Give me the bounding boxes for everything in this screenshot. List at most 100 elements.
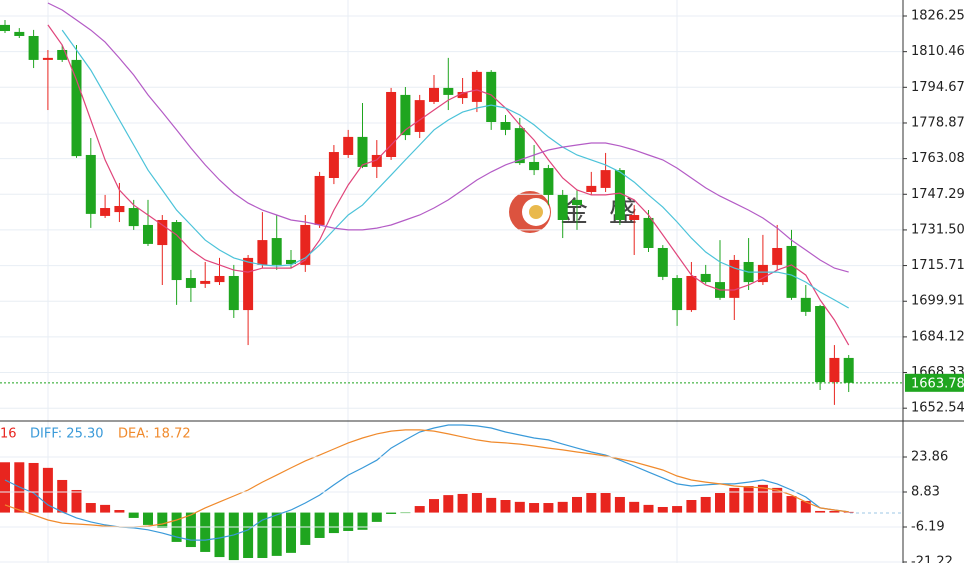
macd-bar [700,496,711,513]
candle-body [371,154,382,167]
macd-bar [471,493,482,513]
macd-bar [429,499,439,513]
macd-bar [128,512,139,518]
candle-body [42,57,53,60]
candle-body [314,175,325,225]
macd-bar [357,512,368,530]
candle-body [686,275,697,311]
macd-bar [772,487,783,513]
candle-body [214,275,225,283]
candle-body [471,71,482,102]
macd-bar [386,512,397,514]
candle-body [514,128,525,164]
candle-body [800,297,811,312]
candle-body [786,245,797,298]
candle-body [457,91,468,99]
candle-body [286,259,296,265]
macd-bar [185,512,196,548]
macd-bar [786,496,797,513]
y-tick-label: 1699.91 [911,294,964,309]
last-price-label: 1663.78 [911,376,964,391]
macd-bar [0,462,10,513]
y-tick-label: 1826.25 [911,9,964,24]
macd-bar [271,512,282,556]
candle-body [386,91,397,158]
candle-body [328,152,339,178]
y-tick-label: 23.86 [911,450,948,465]
candle-body [657,247,668,277]
macd-bar [500,500,511,513]
logo [529,205,543,219]
last-price-box [905,373,964,392]
macd-bar [715,493,725,513]
macd-bar [529,503,540,513]
macd-bar [672,506,683,513]
candle-body [143,224,153,244]
candle-body [700,273,711,283]
macd-bar [729,487,740,513]
candle-body [572,199,582,206]
y-tick-label: 8.83 [911,485,940,500]
macd-bar [757,484,768,513]
candle-body [357,136,368,167]
candle-body [200,280,211,284]
macd-bar [71,489,82,513]
macd-bar [85,503,96,513]
y-tick-label: 1715.71 [911,258,964,273]
indicator-line [61,29,849,309]
macd-bar [843,511,854,513]
y-tick-label: -6.19 [911,519,945,534]
macd-bar [200,512,211,552]
macd-bar [514,501,525,513]
legend-entry: DEA: 18.72 [118,427,191,442]
macd-bar [486,497,497,513]
macd-bar [157,512,168,528]
y-tick-label: 1747.29 [911,187,964,202]
y-tick-label: 1731.50 [911,222,964,237]
candle-body [157,219,168,246]
y-tick-label: 1810.46 [911,44,964,59]
candle-body [14,31,25,36]
candle-body [271,238,282,265]
candle-body [815,306,826,383]
candle-body [228,275,239,311]
candle-body [829,357,840,383]
macd-bar [343,512,354,531]
macd-bar [243,512,254,558]
legend-entry: DIFF: 25.30 [30,427,104,442]
candle-body [600,170,611,188]
indicator-line [47,24,850,346]
candle-body [772,247,783,265]
legend-entry: 16 [0,427,17,442]
candle-body [614,170,625,220]
macd-bar [600,493,611,513]
macd-bar [100,504,111,513]
macd-bar [743,486,754,513]
macd-bar [414,506,425,513]
candle-body [586,185,597,192]
candle-body [443,87,454,95]
macd-bar [57,479,68,513]
macd-bar [557,501,568,513]
macd-bar [572,496,582,513]
candle-body [529,161,540,171]
macd-bar [443,495,454,513]
macd-bar [800,500,811,513]
candle-body [128,208,139,227]
macd-bar [815,510,826,513]
candle-body [557,194,568,220]
candle-body [429,87,439,102]
macd-bar [657,506,668,513]
candle-body [0,24,10,32]
macd-bar [614,496,625,513]
candle-body [85,154,96,214]
candle-body [100,208,111,216]
macd-bar [371,512,382,522]
macd-bar [42,467,53,513]
candle-body [171,222,182,281]
macd-bar [643,504,654,513]
candle-body [843,357,854,383]
candle-body [400,94,411,136]
